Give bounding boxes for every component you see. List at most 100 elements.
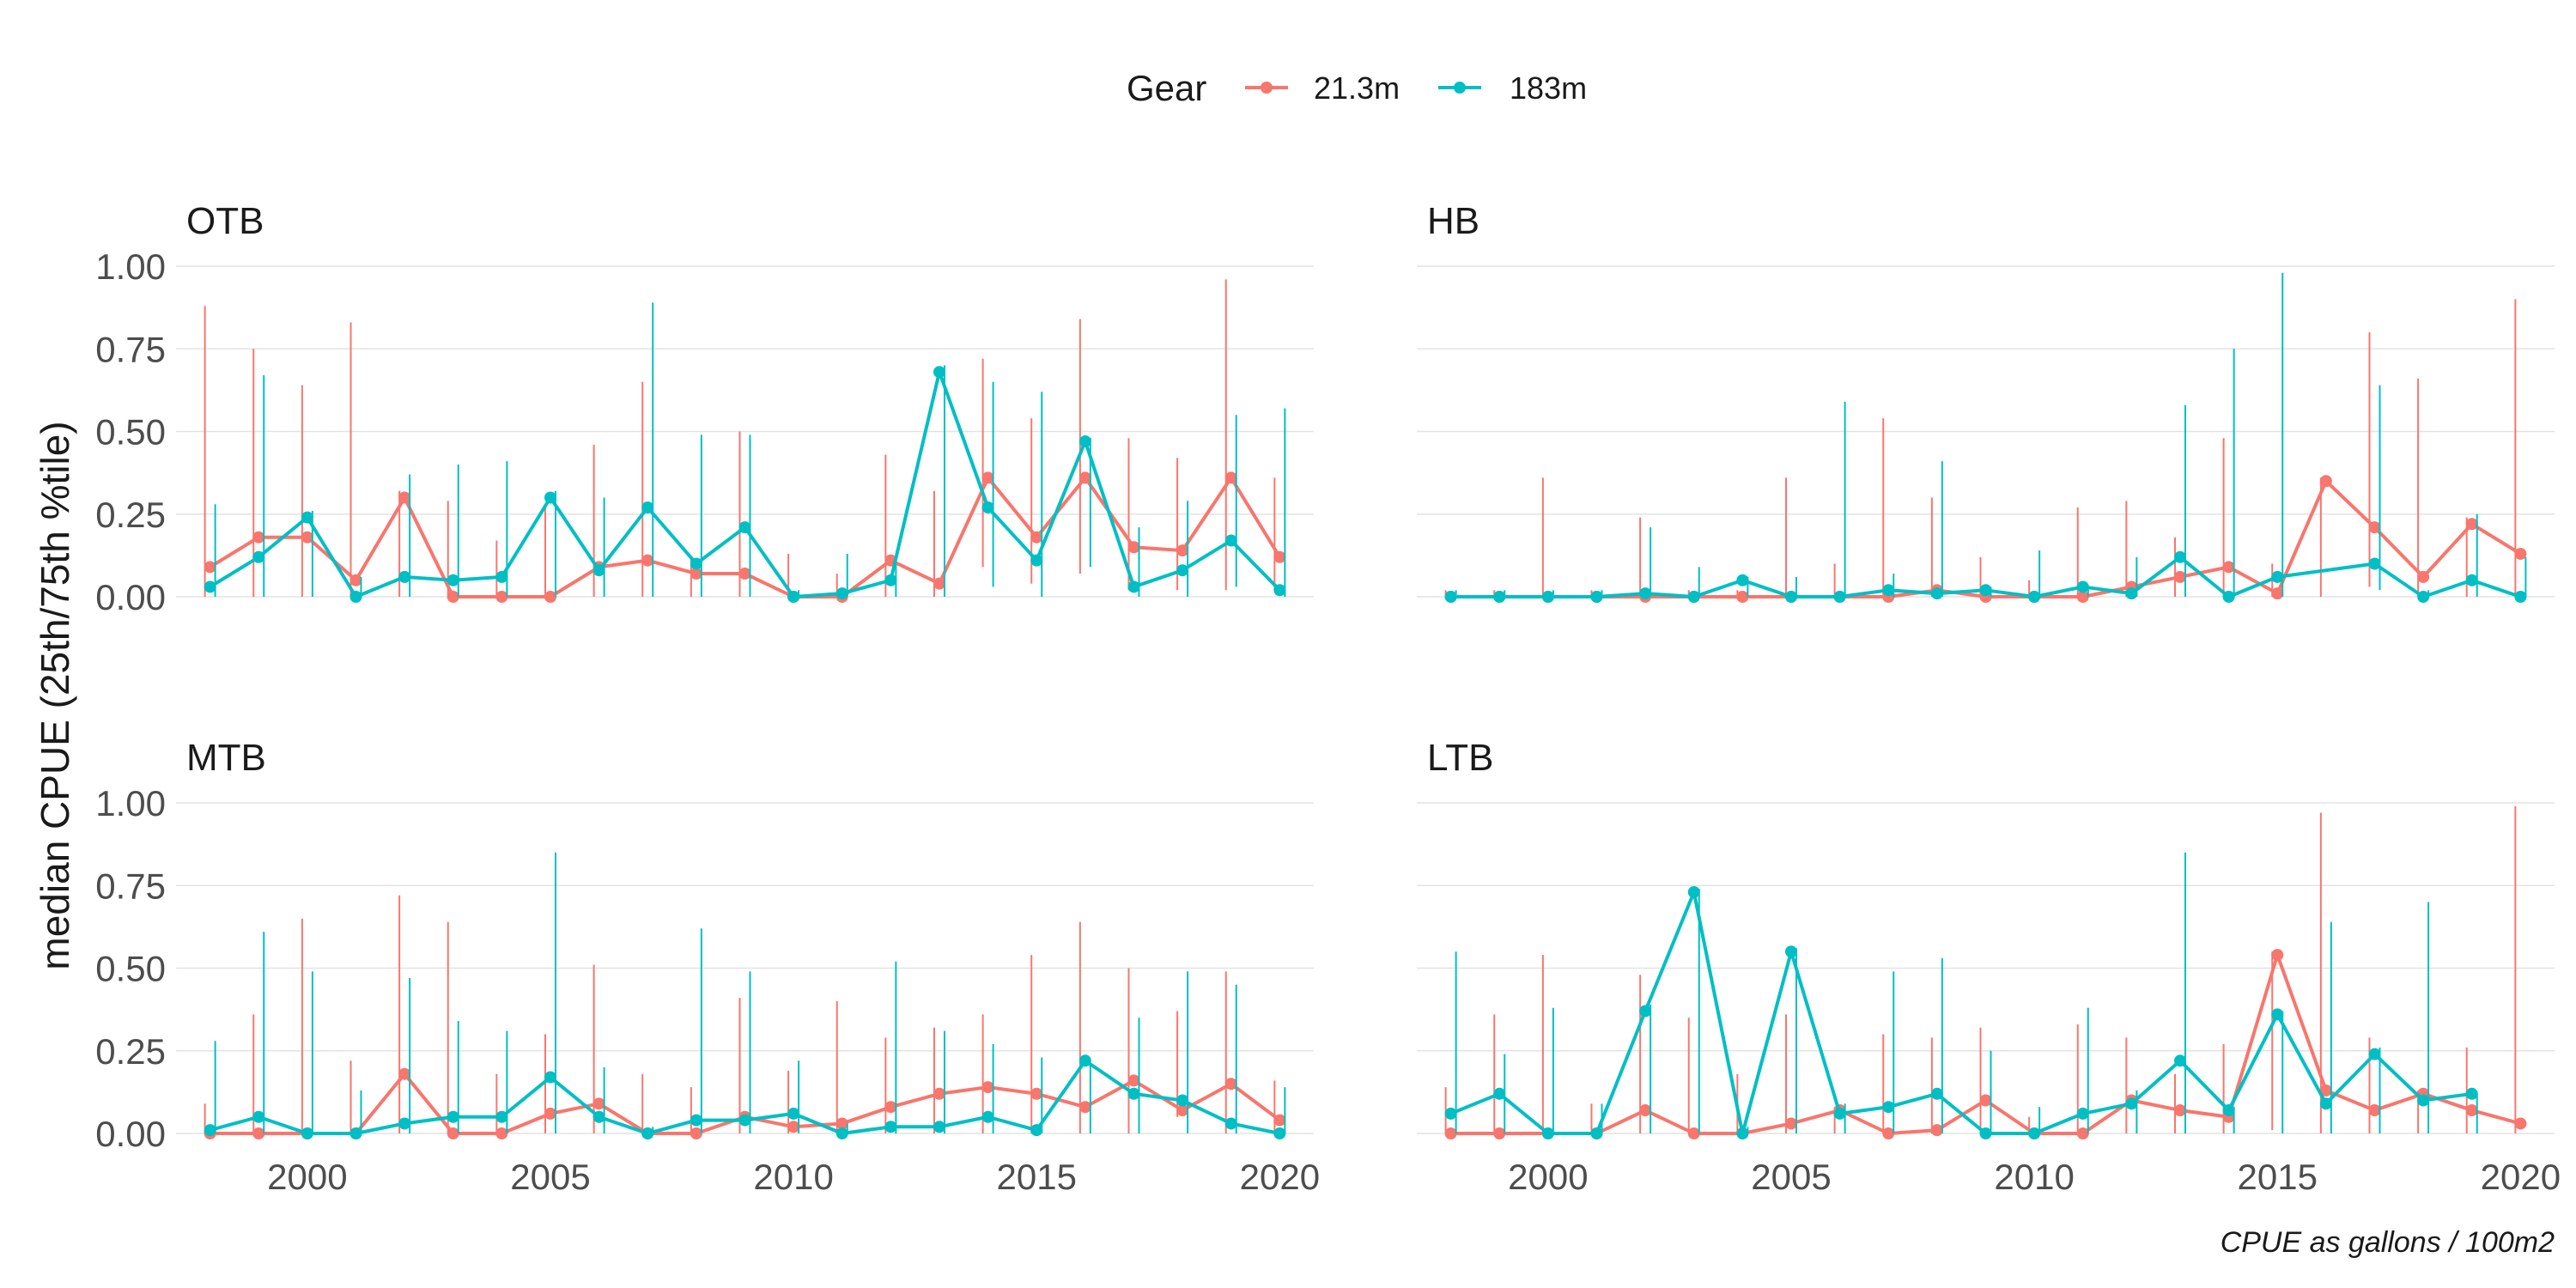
data-point-183m [884,574,897,586]
data-point-183m [1785,591,1798,603]
data-point-183m [2514,591,2527,603]
data-point-183m [2465,1087,2478,1100]
data-point-21-3m [1127,1074,1140,1087]
y-tick-label: 1.00 [95,246,166,287]
data-point-183m [1833,591,1846,603]
data-point-21-3m [1736,591,1749,603]
data-point-21-3m [1176,1104,1189,1117]
data-point-21-3m [544,1107,557,1120]
data-point-183m [1030,554,1043,567]
data-point-21-3m [2076,591,2089,603]
data-point-183m [738,521,751,534]
data-point-21-3m [495,1127,508,1139]
data-point-21-3m [1273,1114,1286,1127]
data-point-21-3m [398,1067,411,1080]
data-point-21-3m [1224,1078,1237,1091]
data-point-183m [447,574,459,586]
data-point-21-3m [1882,1127,1895,1139]
y-tick-label: 0.50 [95,412,166,453]
y-tick-label: 0.50 [95,949,166,989]
data-point-183m [981,1110,994,1123]
data-point-183m [2125,1097,2138,1110]
data-point-21-3m [301,531,313,544]
data-point-21-3m [1444,1127,1457,1139]
data-point-183m [2173,1054,2186,1067]
data-point-21-3m [1639,1104,1652,1117]
data-point-21-3m [2368,521,2381,534]
data-point-183m [1493,591,1506,603]
data-point-21-3m [2319,475,2332,488]
data-point-183m [544,1071,557,1084]
data-point-21-3m [447,1127,459,1139]
data-point-183m [2222,591,2235,603]
data-point-183m [1030,1124,1043,1137]
data-point-21-3m [2465,518,2478,531]
y-tick-label: 1.00 [95,783,166,823]
data-point-183m [933,1121,945,1133]
data-point-183m [787,591,800,603]
data-point-183m [933,366,945,379]
data-point-183m [2417,1094,2430,1107]
panel-title-hb: HB [1427,200,1479,242]
data-point-183m [1833,1107,1846,1120]
data-point-183m [252,1110,265,1123]
data-point-183m [495,1110,508,1123]
data-point-183m [544,491,557,504]
data-point-21-3m [1078,471,1091,484]
data-point-21-3m [981,1081,994,1094]
data-point-183m [1078,1054,1091,1067]
data-point-183m [1176,1094,1189,1107]
x-tick-label: 2010 [1994,1157,2074,1197]
legend-label-183m: 183m [1510,70,1587,106]
panel-ltb: LTB 2000 2005 2010 2015 2020 [1417,737,2561,1197]
panel-title-mtb: MTB [186,737,266,779]
data-point-21-3m [690,568,702,580]
data-point-21-3m [2465,1104,2478,1117]
series-line-183m [1449,890,2473,1135]
x-tick-label: 2020 [2481,1157,2561,1197]
panel-hb: HB [1417,200,2555,603]
data-point-183m [1493,1087,1506,1100]
data-point-21-3m [2173,570,2186,583]
data-point-21-3m [495,591,508,603]
data-point-21-3m [1127,541,1140,554]
data-point-21-3m [981,471,994,484]
data-point-183m [301,1127,313,1139]
legend-key-21-3m: 21.3m [1245,70,1400,106]
data-point-21-3m [641,554,654,567]
data-point-183m [1930,587,1943,600]
data-point-183m [301,511,313,524]
y-tick-label: 0.75 [95,329,166,369]
data-point-21-3m [2514,547,2527,560]
data-point-183m [2222,1104,2235,1117]
data-point-21-3m [252,531,265,544]
panels-layer: OTB 0.00 0.25 0.50 0.75 1.00 HB MTB 0.00 0.25 0.50… [95,200,2561,1197]
data-point-183m [204,1124,216,1137]
panel-title-ltb: LTB [1427,737,1493,779]
data-point-183m [1127,580,1140,593]
data-point-183m [204,580,216,593]
series-183m [1444,272,2527,603]
x-tick-label: 2020 [1240,1157,1320,1197]
data-point-21-3m [2222,561,2235,574]
y-tick-label: 0.25 [95,1031,166,1072]
data-point-183m [2125,587,2138,600]
y-tick-label: 0.25 [95,495,166,535]
data-point-21-3m [1930,1124,1943,1137]
data-point-183m [2368,557,2381,570]
data-point-183m [398,1117,411,1130]
data-point-21-3m [2271,949,2284,962]
data-point-183m [2076,580,2089,593]
series-line-183m [209,370,1281,598]
data-point-183m [1127,1087,1140,1100]
data-point-183m [252,550,265,563]
data-point-21-3m [1176,544,1189,557]
data-point-183m [398,570,411,583]
data-point-183m [1224,1117,1237,1130]
data-point-183m [641,1127,654,1139]
series-line-21-3m [1450,953,2521,1135]
data-point-21-3m [447,591,459,603]
data-point-183m [1590,1127,1603,1139]
x-tick-label: 2000 [1508,1157,1588,1197]
data-point-183m [1785,945,1798,958]
